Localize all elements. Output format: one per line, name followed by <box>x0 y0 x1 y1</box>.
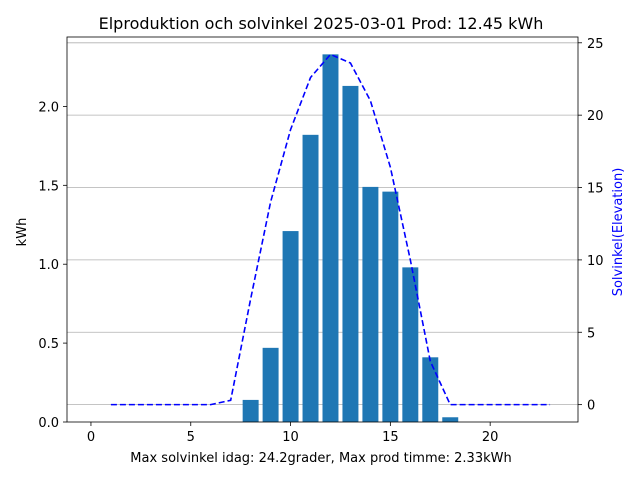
x-tick-label: 0 <box>87 430 95 445</box>
x-tick-label: 5 <box>187 430 195 445</box>
y2-axis-label: Solvinkel(Elevation) <box>611 168 626 297</box>
y-axis-label: kWh <box>15 218 30 247</box>
x-tick-label: 20 <box>482 430 499 445</box>
bar <box>242 399 259 422</box>
bar <box>442 417 459 422</box>
y-axis-ticks: 0.0 0.5 1.0 1.5 2.0 <box>38 100 67 431</box>
bar <box>382 191 399 422</box>
y2-tick-label: 0 <box>587 399 595 414</box>
y2-tick-label: 5 <box>587 326 595 341</box>
y2-axis-ticks: 0 5 10 15 20 25 <box>578 37 604 414</box>
bar <box>322 54 339 422</box>
x-axis-ticks: 0 5 10 15 20 <box>87 422 499 445</box>
y2-tick-label: 10 <box>587 254 604 269</box>
bar <box>422 357 439 422</box>
elevation-line <box>110 53 551 406</box>
x-tick-label: 15 <box>382 430 399 445</box>
bar <box>402 267 419 422</box>
y-tick-label: 0.5 <box>38 337 59 352</box>
bar <box>342 85 359 422</box>
bar <box>362 186 379 422</box>
y2-tick-label: 15 <box>587 182 604 197</box>
bar <box>282 231 299 422</box>
bar <box>302 134 319 422</box>
y-tick-label: 1.5 <box>38 179 59 194</box>
x-axis-label: Max solvinkel idag: 24.2grader, Max prod… <box>130 451 511 466</box>
y-tick-label: 1.0 <box>38 258 59 273</box>
plot-frame <box>66 36 579 423</box>
elevation-series <box>110 53 551 406</box>
chart-title: Elproduktion och solvinkel 2025-03-01 Pr… <box>99 14 544 33</box>
x-tick-label: 10 <box>282 430 299 445</box>
y-tick-label: 2.0 <box>38 100 59 115</box>
bar <box>262 347 279 422</box>
y2-tick-label: 20 <box>587 109 604 124</box>
bar-series <box>242 54 459 422</box>
y-tick-label: 0.0 <box>38 416 59 431</box>
y2-tick-label: 25 <box>587 37 604 52</box>
